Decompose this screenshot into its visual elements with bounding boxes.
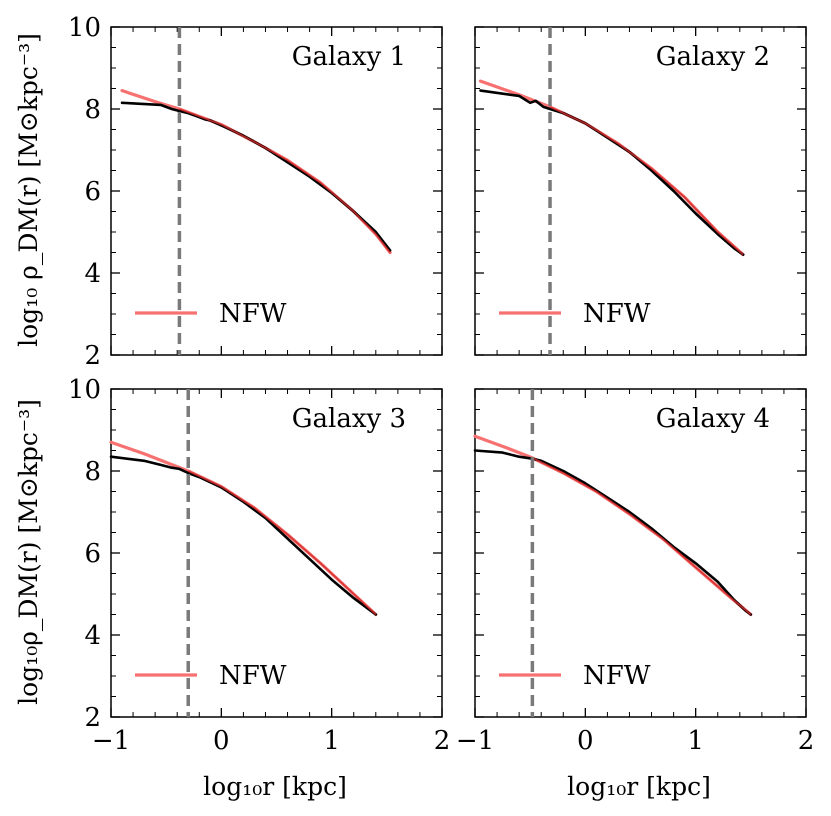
density-profile-line [473,449,753,616]
legend-nfw-label: NFW [219,299,287,329]
x-tick-label: −1 [456,726,494,756]
y-axis-title-top: log₁₀ ρ_DM(r) [M⊙kpc⁻³] [14,33,43,347]
density-profile-line [109,455,378,616]
nfw-model-line [473,434,753,617]
x-axis-title-left: log₁₀r [kpc] [203,772,347,801]
x-tick-label: 2 [798,726,815,756]
x-tick-label: 0 [213,726,230,756]
x-tick-label: 1 [687,726,704,756]
panel-title: Galaxy 2 [656,42,770,72]
y-tick-label: 10 [68,375,101,405]
nfw-model-overlay [549,106,744,256]
nfw-model-line [120,88,392,255]
x-tick-label: −1 [92,726,130,756]
y-axis-title-bottom: log₁₀ρ_DM(r) [M⊙kpc⁻³] [14,399,43,705]
x-tick-label: 2 [434,726,451,756]
y-tick-label: 4 [84,259,101,289]
panel-title: Galaxy 3 [292,404,406,434]
y-tick-label: 6 [84,177,101,207]
nfw-model-overlay [187,470,377,616]
panel-3: 2 4 6 8 10 −1 0 1 2 NFW Galaxy 3 [68,375,450,756]
y-tick-label: 4 [84,621,101,651]
density-profile-line [479,89,745,256]
y-tick-label: 8 [84,457,101,487]
x-axis-title-right: log₁₀r [kpc] [567,772,711,801]
nfw-model-line [109,440,378,617]
density-profile-line [120,101,392,252]
nfw-model-line [478,79,745,257]
legend-nfw-label: NFW [583,299,651,329]
panel-title: Galaxy 1 [292,42,406,72]
legend-nfw-label: NFW [219,661,287,691]
panel-4: −1 0 1 2 NFW Galaxy 4 [456,388,815,756]
nfw-model-overlay [532,457,752,616]
legend-nfw-label: NFW [583,661,651,691]
y-tick-label: 8 [84,95,101,125]
panel-2: NFW Galaxy 2 [474,26,807,356]
y-tick-label: 6 [84,539,101,569]
y-tick-label: 2 [84,341,101,371]
panel-title: Galaxy 4 [656,404,770,434]
x-tick-label: 1 [323,726,340,756]
y-tick-label: 2 [84,703,101,733]
x-tick-label: 0 [577,726,594,756]
panel-1: 2 4 6 8 10 NFW Galaxy 1 [68,13,443,371]
nfw-model-overlay [179,108,391,253]
y-tick-label: 10 [68,13,101,43]
